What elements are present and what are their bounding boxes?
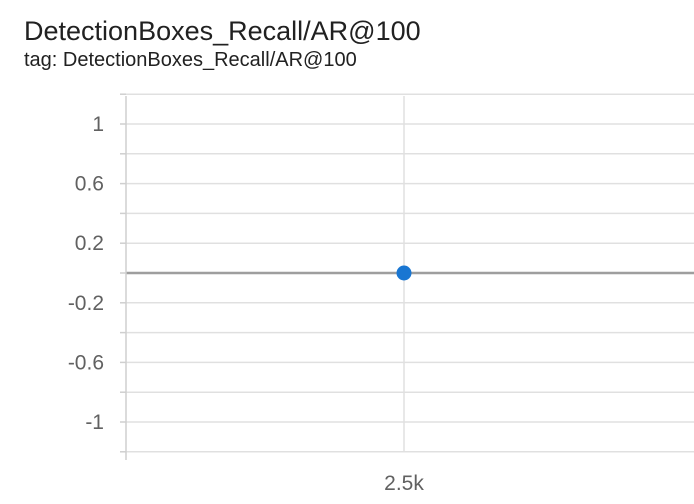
y-tick-label: 0.6 (75, 173, 104, 196)
data-points (396, 265, 412, 281)
grid-lines (126, 93, 694, 453)
y-axis-tick-labels: 1 0.6 0.2 -0.2 -0.6 -1 (68, 113, 104, 434)
y-tick-label: -1 (85, 411, 104, 434)
x-axis-tick-labels: 2.5k (384, 472, 424, 495)
chart-header: DetectionBoxes_Recall/AR@100 tag: Detect… (24, 14, 421, 72)
axis-layer (120, 93, 127, 460)
x-tick-label: 2.5k (384, 472, 424, 495)
y-tick-label: -0.6 (68, 351, 104, 374)
y-tick-label: -0.2 (68, 292, 104, 315)
chart-tag: tag: DetectionBoxes_Recall/AR@100 (24, 49, 357, 71)
chart-title: DetectionBoxes_Recall/AR@100 (24, 16, 421, 46)
data-point[interactable] (396, 265, 412, 281)
y-tick-label: 1 (92, 113, 104, 136)
y-tick-label: 0.2 (75, 232, 104, 255)
